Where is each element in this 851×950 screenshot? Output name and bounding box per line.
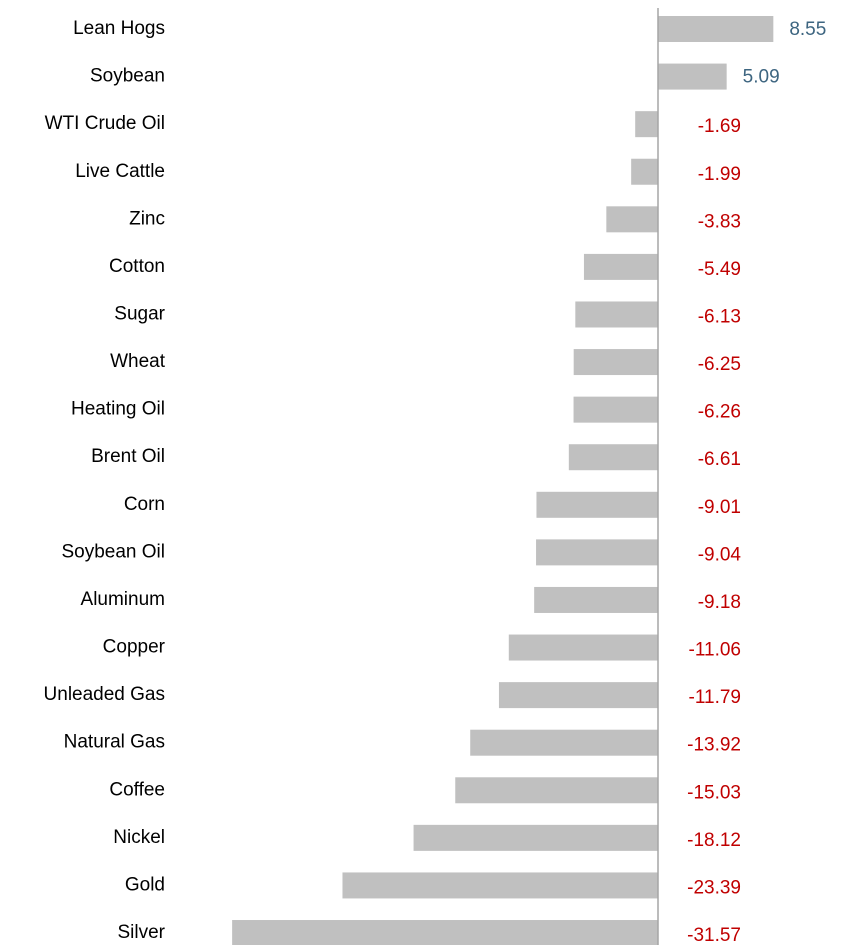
bar bbox=[631, 158, 658, 185]
category-label: Silver bbox=[117, 922, 165, 943]
value-label: -9.04 bbox=[698, 544, 742, 565]
category-label: Heating Oil bbox=[71, 399, 165, 420]
category-label: Unleaded Gas bbox=[44, 684, 165, 705]
bar bbox=[573, 396, 658, 423]
value-label: -9.01 bbox=[698, 497, 741, 518]
value-label: -3.83 bbox=[698, 211, 741, 232]
bar bbox=[232, 920, 658, 947]
category-label: WTI Crude Oil bbox=[45, 113, 165, 134]
bar bbox=[455, 777, 658, 804]
bar bbox=[575, 301, 658, 328]
value-label: -11.79 bbox=[689, 687, 741, 708]
bar bbox=[583, 253, 658, 280]
value-label: 8.55 bbox=[789, 19, 826, 40]
category-label: Zinc bbox=[129, 208, 165, 229]
bar bbox=[635, 111, 658, 138]
category-label: Copper bbox=[103, 637, 166, 658]
value-label: -18.12 bbox=[687, 830, 741, 851]
category-label: Lean Hogs bbox=[73, 18, 165, 39]
category-label: Cotton bbox=[109, 256, 165, 277]
category-label: Natural Gas bbox=[64, 732, 165, 753]
category-label: Aluminum bbox=[81, 589, 165, 610]
bar bbox=[413, 824, 658, 851]
value-label: -23.39 bbox=[687, 877, 741, 898]
category-label: Nickel bbox=[113, 827, 165, 848]
value-label: -6.25 bbox=[698, 354, 741, 375]
value-label: -15.03 bbox=[687, 782, 741, 803]
bar bbox=[658, 63, 727, 90]
bar bbox=[658, 16, 774, 42]
value-label: -1.69 bbox=[698, 116, 741, 137]
category-label: Brent Oil bbox=[91, 446, 165, 467]
category-label: Gold bbox=[125, 874, 165, 895]
value-label: -9.18 bbox=[698, 592, 741, 613]
value-label: -6.26 bbox=[698, 402, 741, 423]
bar bbox=[498, 682, 658, 709]
bar bbox=[534, 586, 658, 613]
category-label: Corn bbox=[124, 494, 165, 515]
value-label: -11.06 bbox=[689, 640, 741, 661]
category-label: Coffee bbox=[109, 779, 165, 800]
category-label: Live Cattle bbox=[75, 161, 165, 182]
bar bbox=[470, 729, 658, 756]
value-label: -13.92 bbox=[687, 735, 741, 756]
bar bbox=[568, 444, 658, 471]
bar bbox=[536, 539, 658, 566]
value-label: -6.13 bbox=[698, 306, 741, 327]
value-label: -1.99 bbox=[698, 164, 741, 185]
bar bbox=[508, 634, 658, 661]
bar bbox=[606, 206, 658, 233]
value-label: -5.49 bbox=[698, 259, 741, 280]
bar bbox=[536, 491, 658, 518]
value-label: 5.09 bbox=[743, 67, 780, 88]
bar bbox=[573, 349, 658, 376]
bar bbox=[342, 872, 658, 899]
value-label: -31.57 bbox=[687, 925, 741, 945]
category-label: Wheat bbox=[110, 351, 166, 372]
value-label: -6.61 bbox=[698, 449, 741, 470]
category-label: Sugar bbox=[114, 303, 165, 324]
category-label: Soybean bbox=[90, 66, 165, 87]
category-label: Soybean Oil bbox=[61, 541, 165, 562]
